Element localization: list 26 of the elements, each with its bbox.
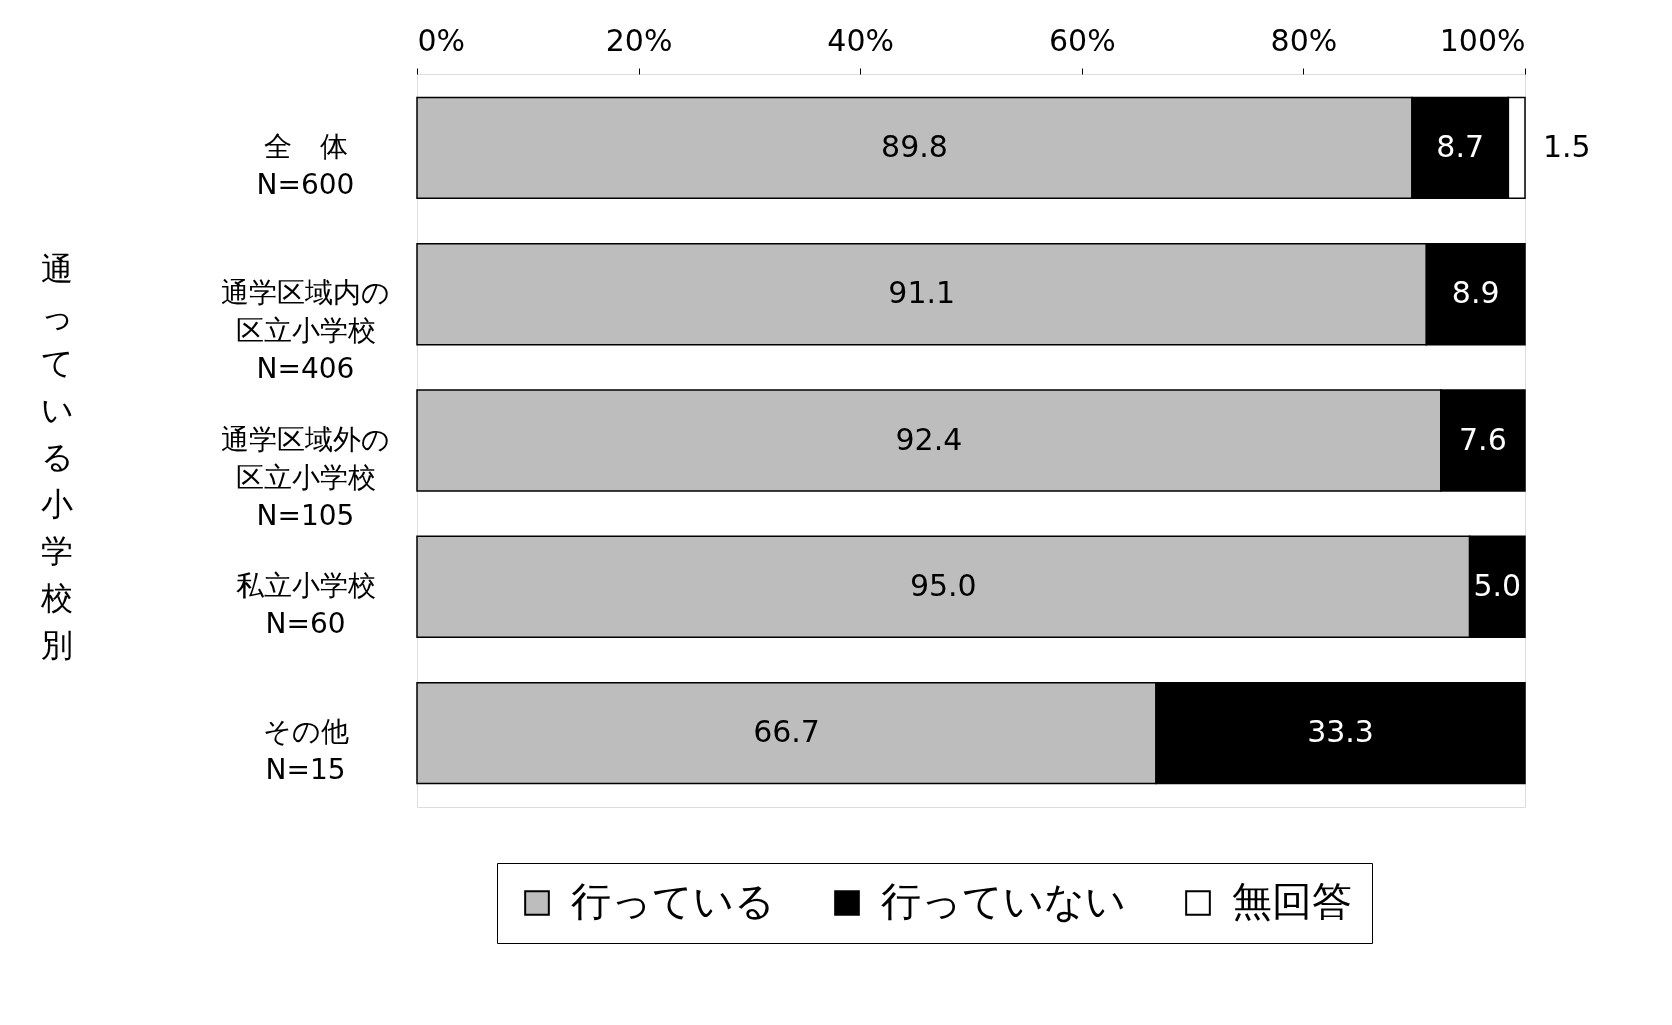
data-label: 7.6 <box>1459 421 1507 457</box>
data-label: 66.7 <box>753 714 820 750</box>
data-label: 89.8 <box>881 128 948 164</box>
data-label: 95.0 <box>909 567 977 603</box>
data-label: 1.5 <box>1543 128 1591 164</box>
x-tick-label: 20% <box>605 22 673 58</box>
data-label: 8.7 <box>1436 128 1485 164</box>
data-label: 33.3 <box>1307 714 1374 750</box>
data-label: 8.9 <box>1451 275 1500 311</box>
data-label: 5.0 <box>1473 567 1522 603</box>
y-tick-label: 通学区域内の区立小学校 N=406 <box>221 276 390 386</box>
data-label: 92.4 <box>895 421 963 457</box>
y-tick-label: 全 体 N=600 <box>256 129 355 201</box>
x-tick-label: 60% <box>1048 22 1116 58</box>
data-label: 91.1 <box>888 275 956 311</box>
legend-label: 行っている <box>571 878 775 924</box>
y-tick-label: その他 N=15 <box>262 715 349 787</box>
x-tick-label: 80% <box>1270 22 1338 58</box>
legend-label: 行っていない <box>881 878 1126 924</box>
text: 通っている小学校別 <box>40 250 74 665</box>
x-tick-label: 100% <box>1439 22 1526 58</box>
legend-label: 無回答 <box>1232 878 1352 924</box>
y-tick-label: 私立小学校 N=60 <box>235 568 376 640</box>
x-tick-label: 40% <box>827 22 895 58</box>
x-tick-label: 0% <box>417 22 466 58</box>
y-tick-label: 通学区域外の区立小学校 N=105 <box>221 422 390 532</box>
